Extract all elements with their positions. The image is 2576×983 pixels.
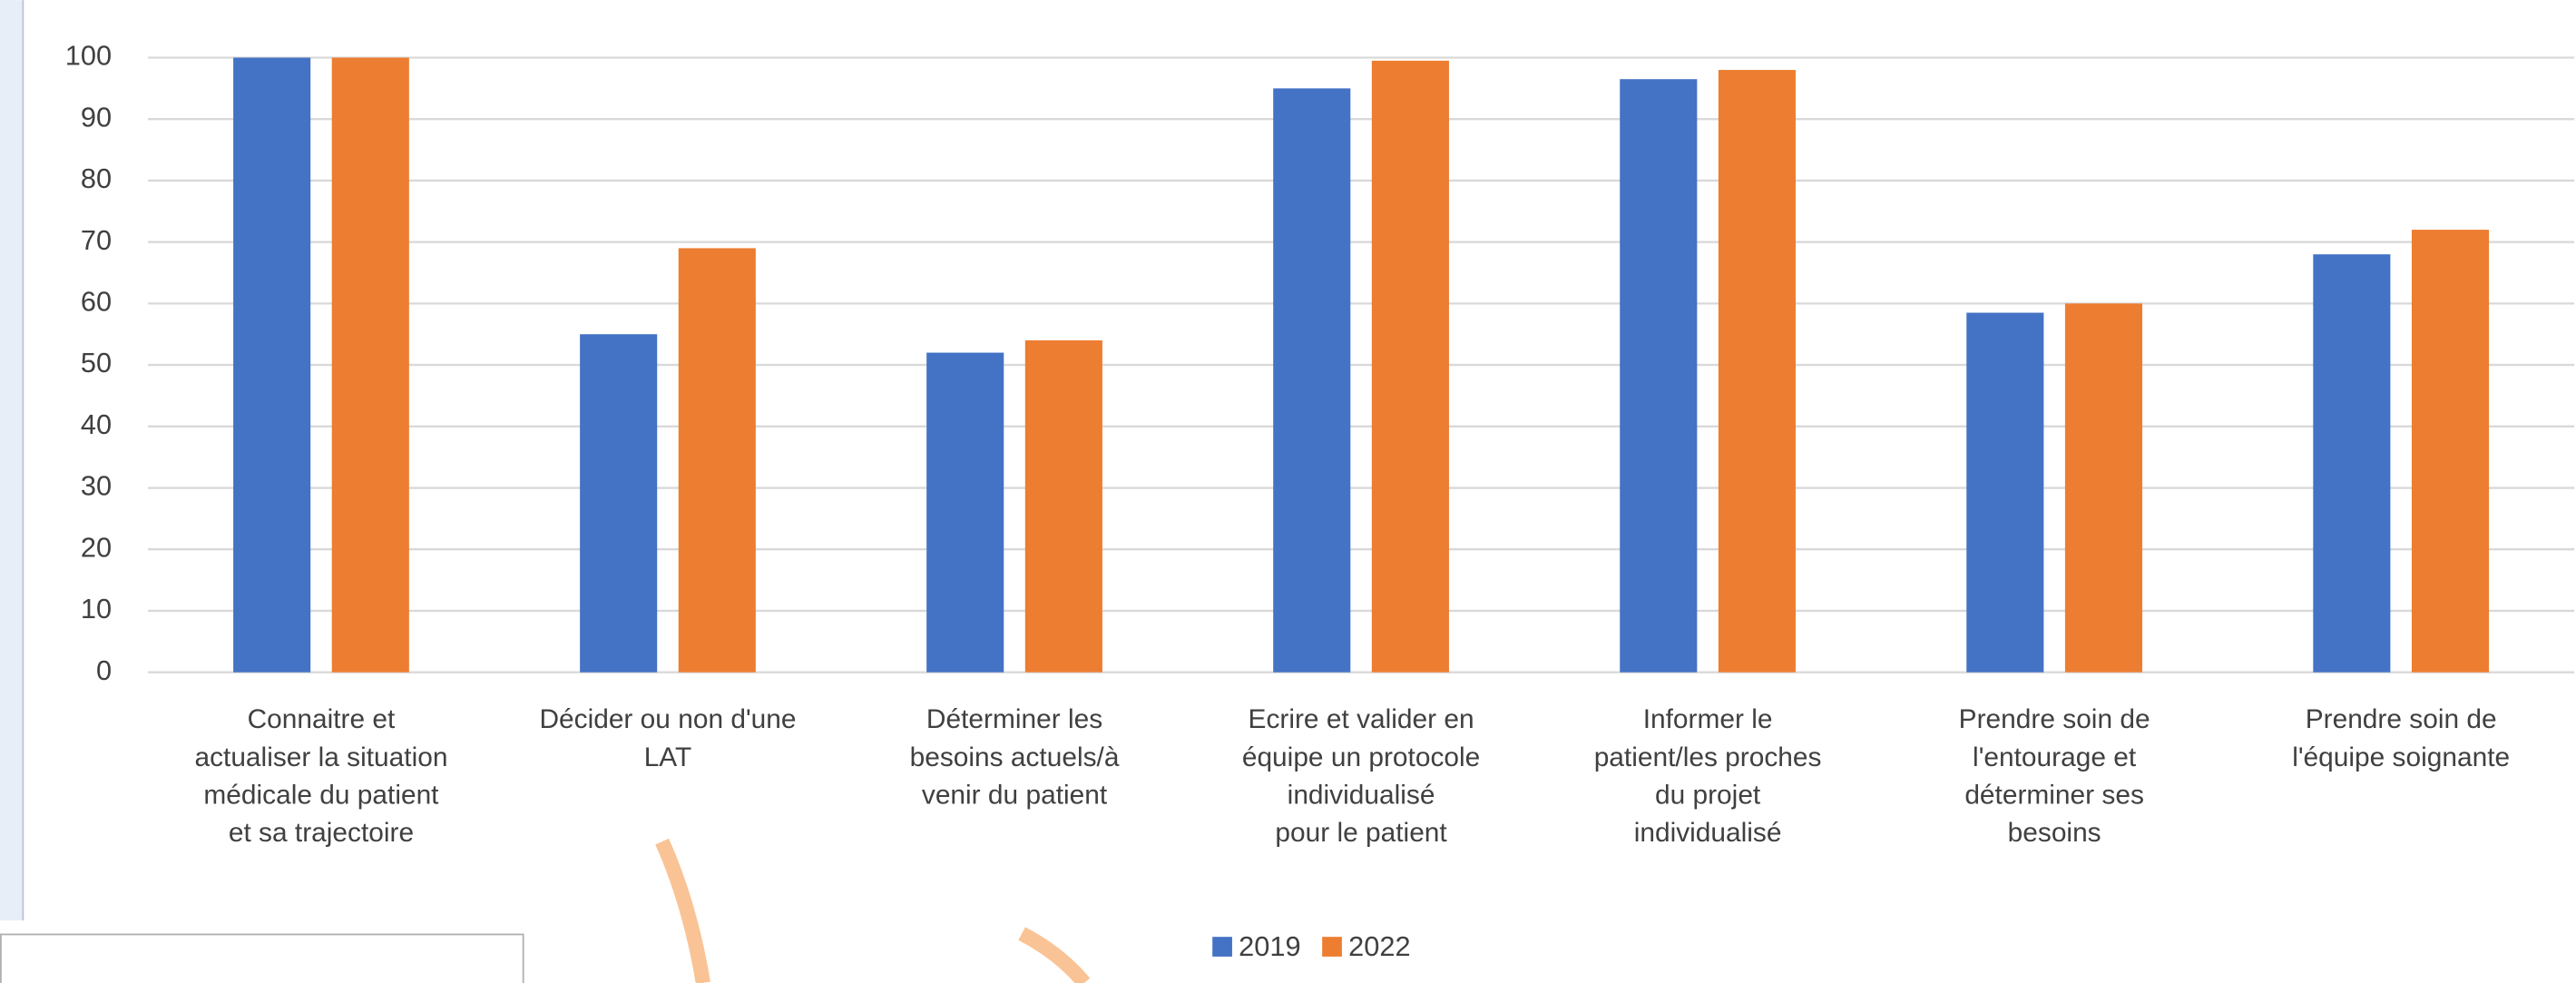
y-tick-label: 0 (96, 654, 112, 686)
y-tick-label: 100 (65, 40, 112, 72)
bar (233, 57, 311, 673)
bar (678, 248, 756, 673)
bar (580, 334, 658, 673)
legend-label: 2019 (1239, 930, 1300, 962)
x-tick-label: Connaitre et actualiser la situation méd… (194, 704, 448, 849)
x-tick-label-box: Prendre soin de l'équipe soignante (2292, 704, 2511, 773)
x-tick-label: Prendre soin de l'entourage et détermine… (1958, 704, 2150, 849)
y-tick-label: 80 (81, 162, 112, 194)
bar (2411, 230, 2490, 673)
y-tick-label: 30 (81, 470, 112, 502)
y-tick-label: 40 (81, 408, 112, 440)
bar (1024, 339, 1102, 673)
x-tick-label-box: Déterminer les besoins actuels/à venir d… (909, 704, 1120, 811)
x-tick-label-box: Prendre soin de l'entourage et détermine… (1958, 704, 2150, 849)
annotation-arc (655, 838, 710, 983)
y-tick-label: 70 (81, 224, 112, 256)
bar (1718, 70, 1796, 673)
x-tick-label-box: Décider ou non d'une LAT (539, 704, 797, 773)
x-tick-label-box: Connaitre et actualiser la situation méd… (194, 704, 448, 849)
y-tick-label: 60 (81, 285, 112, 317)
y-tick-label: 20 (81, 531, 112, 563)
side-panel (0, 0, 24, 921)
legend-swatch (1322, 937, 1342, 957)
x-tick-label: Déterminer les besoins actuels/à venir d… (909, 704, 1120, 811)
bar (2313, 254, 2391, 673)
x-tick-label: Informer le patient/les proches du proje… (1593, 704, 1822, 849)
x-tick-label: Décider ou non d'une LAT (539, 704, 797, 773)
legend-label: 2022 (1348, 930, 1410, 962)
bar (1371, 60, 1449, 673)
bar (1620, 79, 1698, 673)
y-tick-label: 90 (81, 101, 112, 133)
text-box (0, 933, 524, 983)
x-tick-label: Ecrire et valider en équipe un protocole… (1241, 704, 1481, 849)
y-tick-label: 10 (81, 593, 112, 624)
x-tick-label-box: Ecrire et valider en équipe un protocole… (1241, 704, 1481, 849)
bar (2064, 303, 2143, 673)
annotation-arc (1018, 927, 1091, 983)
x-tick-label: Prendre soin de l'équipe soignante (2292, 704, 2511, 773)
bar (1966, 312, 2044, 673)
bar (926, 352, 1004, 673)
bar (1273, 88, 1351, 673)
y-tick-label: 50 (81, 347, 112, 378)
x-tick-label-box: Informer le patient/les proches du proje… (1593, 704, 1822, 849)
legend-swatch (1212, 937, 1232, 957)
bar (331, 57, 409, 673)
